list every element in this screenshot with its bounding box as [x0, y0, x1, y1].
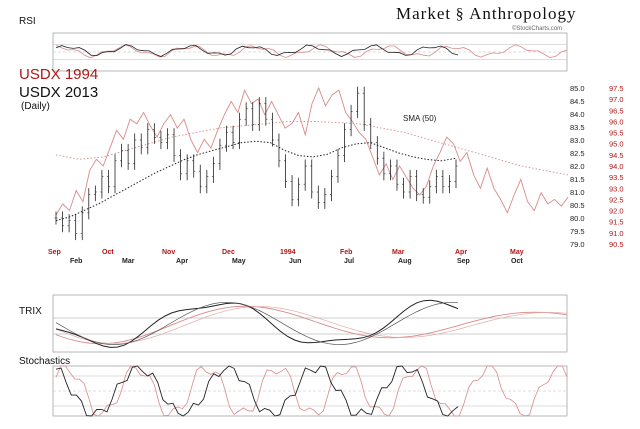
- x-tick-1994: May: [510, 249, 524, 256]
- y-tick-2013: 84.0: [570, 110, 585, 119]
- y-tick-1994: 96.0: [609, 117, 624, 126]
- y-tick-2013: 80.0: [570, 214, 585, 223]
- trix-panel: [52, 294, 568, 353]
- price-frame: [53, 82, 567, 260]
- x-tick-1994: 1994: [280, 249, 296, 256]
- rsi-line-1994: [55, 44, 568, 59]
- x-tick-1994: Mar: [392, 249, 405, 256]
- title-usdx-1994: USDX 1994: [19, 66, 99, 83]
- dna-icon: §: [455, 6, 465, 23]
- x-tick-2013: Oct: [511, 258, 523, 265]
- x-tick-1994: Sep: [48, 249, 61, 256]
- y-tick-2013: 81.5: [570, 175, 585, 184]
- y-tick-1994: 97.0: [609, 95, 624, 104]
- x-tick-2013: Jun: [289, 258, 301, 265]
- y-tick-2013: 82.0: [570, 162, 585, 171]
- x-tick-2013: Aug: [398, 258, 412, 265]
- brand-right: Anthropology: [469, 4, 577, 23]
- panel-label-rsi: RSI: [19, 16, 36, 27]
- x-tick-1994: Apr: [455, 249, 467, 256]
- y-tick-1994: 91.0: [609, 229, 624, 238]
- trix-signal-1994: [55, 306, 568, 344]
- x-tick-2013: Sep: [457, 258, 470, 265]
- x-axis-1994: Sep Oct Nov Dec 1994 Feb Mar Apr May: [48, 249, 524, 256]
- y-tick-2013: 81.0: [570, 188, 585, 197]
- y-tick-1994: 93.5: [609, 173, 624, 182]
- sma-1994-line: [55, 120, 569, 176]
- y-tick-2013: 84.5: [570, 97, 585, 106]
- title-daily: (Daily): [21, 101, 50, 112]
- y-tick-2013: 83.0: [570, 136, 585, 145]
- price-panel: SMA (50) 79.0 79.5 80.0 80.5 81.0 81.5 82.0 82.…: [48, 82, 624, 265]
- x-tick-1994: Oct: [102, 249, 114, 256]
- y-tick-1994: 94.5: [609, 151, 624, 160]
- y-tick-1994: 97.5: [609, 84, 624, 93]
- y-axis-1994: 90.5 91.0 91.5 92.0 92.5 93.0 93.5 94.0 94.5 95.0…: [609, 84, 624, 249]
- y-tick-1994: 96.5: [609, 106, 624, 115]
- trix-signal-2013: [55, 301, 459, 345]
- x-tick-1994: Nov: [162, 249, 175, 256]
- y-tick-2013: 83.5: [570, 123, 585, 132]
- y-tick-1994: 92.5: [609, 195, 624, 204]
- y-tick-1994: 91.5: [609, 218, 624, 227]
- y-axis-2013: 79.0 79.5 80.0 80.5 81.0 81.5 82.0 82.5 83.0 83.5…: [570, 84, 585, 249]
- sma-annotation: SMA (50): [403, 114, 437, 123]
- y-tick-2013: 79.0: [570, 240, 585, 249]
- y-tick-2013: 82.5: [570, 149, 585, 158]
- title-usdx-2013: USDX 2013: [19, 84, 99, 101]
- brand-logo: Market § Anthropology: [396, 4, 576, 24]
- y-tick-1994: 94.0: [609, 162, 624, 171]
- stockcharts-credit: ©StockCharts.com: [512, 26, 563, 32]
- panel-label-stochastics: Stochastics: [19, 356, 71, 367]
- x-tick-2013: May: [232, 258, 246, 265]
- stoch-line-2013: [55, 365, 459, 417]
- x-tick-2013: Feb: [70, 258, 82, 265]
- trix-frame: [52, 294, 568, 353]
- sma-2013-line: [55, 140, 457, 222]
- x-tick-2013: Mar: [122, 258, 135, 265]
- usdx-1994-line: [55, 86, 569, 216]
- rsi-panel: [52, 32, 568, 72]
- y-tick-1994: 93.0: [609, 184, 624, 193]
- usdx-2013-bars: [54, 86, 458, 241]
- x-tick-2013: Apr: [176, 258, 188, 265]
- y-tick-2013: 80.5: [570, 201, 585, 210]
- brand-left: Market: [396, 4, 452, 23]
- x-tick-1994: Feb: [340, 249, 352, 256]
- rsi-line-2013: [55, 44, 459, 57]
- y-tick-1994: 95.5: [609, 129, 624, 138]
- trix-line-1994: [55, 305, 568, 345]
- y-tick-1994: 90.5: [609, 240, 624, 249]
- panel-label-trix: TRIX: [19, 306, 42, 317]
- y-tick-2013: 85.0: [570, 84, 585, 93]
- x-tick-2013: Jul: [344, 258, 354, 265]
- y-tick-1994: 92.0: [609, 207, 624, 216]
- y-tick-1994: 95.0: [609, 140, 624, 149]
- x-tick-1994: Dec: [222, 249, 235, 256]
- stoch-line-1994: [55, 365, 568, 417]
- stochastics-panel: [52, 365, 568, 417]
- trix-line-2013: [55, 299, 459, 348]
- y-tick-2013: 79.5: [570, 227, 585, 236]
- x-axis-2013: Feb Mar Apr May Jun Jul Aug Sep Oct: [70, 258, 523, 265]
